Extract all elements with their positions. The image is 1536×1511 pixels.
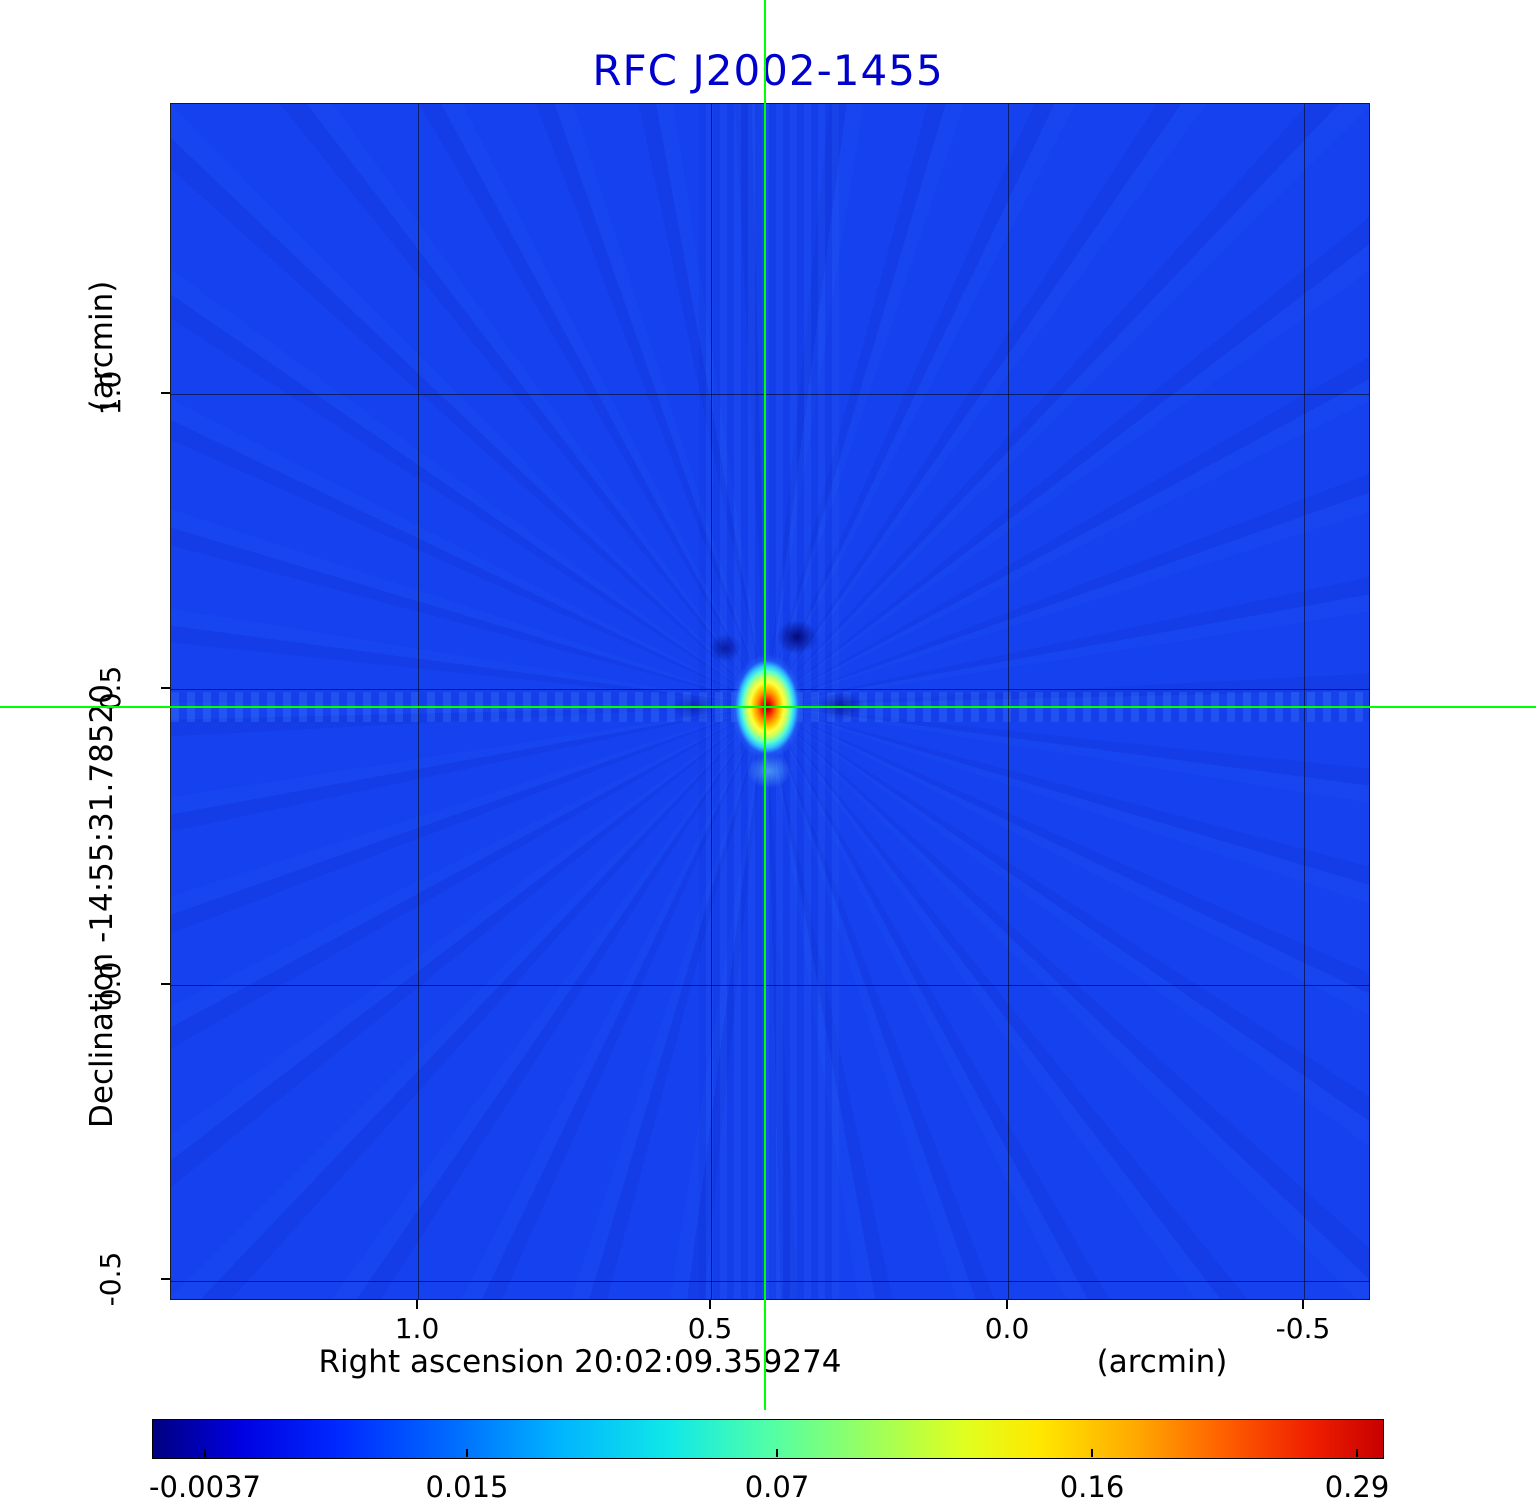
y-axis-label: Declination -14:55:31.78520: [84, 684, 120, 1128]
negative-sidelobe-spot: [777, 620, 817, 654]
colorbar-tick-mark: [776, 1449, 778, 1457]
colorbar-tick-mark: [1356, 1449, 1358, 1457]
grid-line-vertical: [418, 104, 419, 1299]
crosshair-horizontal-line: [0, 706, 1536, 708]
negative-sidelobe-spot: [709, 634, 741, 662]
colorbar-tick-mark: [204, 1449, 206, 1457]
crosshair-vertical-line: [764, 0, 766, 1410]
colorbar-tick-label: 0.29: [1324, 1470, 1390, 1504]
y-axis-unit: (arcmin): [84, 280, 120, 412]
x-tick-label: 0.0: [984, 1312, 1030, 1345]
y-axis-tick-mark: [161, 983, 170, 985]
x-axis-tick-mark: [709, 1300, 711, 1309]
y-axis-tick-mark: [161, 687, 170, 689]
x-axis-label: Right ascension 20:02:09.359274: [318, 1344, 842, 1380]
grid-line-horizontal: [171, 985, 1369, 986]
x-axis-tick-mark: [1006, 1300, 1008, 1309]
colorbar-tick-mark: [1091, 1449, 1093, 1457]
heatmap-plot-area: [170, 103, 1370, 1300]
x-tick-label: 0.5: [687, 1312, 733, 1345]
x-tick-label: 1.0: [394, 1312, 440, 1345]
colorbar-tick-label: 0.015: [425, 1470, 509, 1504]
colorbar-tick-label: -0.0037: [149, 1470, 261, 1504]
colorbar-gradient: [152, 1419, 1384, 1459]
x-axis-tick-mark: [416, 1300, 418, 1309]
colorbar-tick-mark: [466, 1449, 468, 1457]
colorbar-tick-label: 0.16: [1059, 1470, 1125, 1504]
x-axis-unit: (arcmin): [1096, 1344, 1228, 1380]
colorbar-tick-label: 0.07: [744, 1470, 810, 1504]
y-axis-tick-mark: [161, 1278, 170, 1280]
grid-line-vertical: [1008, 104, 1009, 1299]
y-axis-tick-mark: [161, 392, 170, 394]
grid-line-vertical: [1304, 104, 1305, 1299]
x-tick-label: -0.5: [1275, 1312, 1331, 1345]
grid-line-horizontal: [171, 1281, 1369, 1282]
grid-line-vertical: [711, 104, 712, 1299]
x-axis-tick-mark: [1302, 1300, 1304, 1309]
plot-title: RFC J2002-1455: [592, 46, 944, 95]
grid-line-horizontal: [171, 394, 1369, 395]
